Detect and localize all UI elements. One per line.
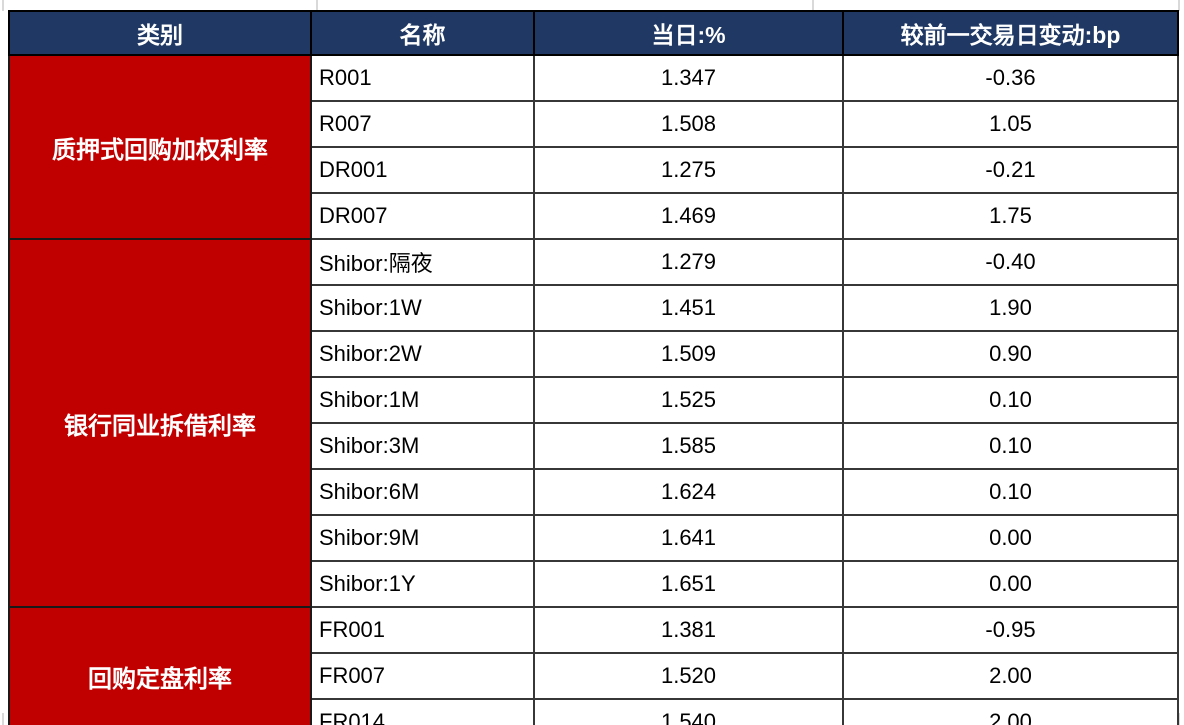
cell-today: 1.381 bbox=[533, 606, 844, 654]
table-row: Shibor:6M 1.624 0.10 bbox=[9, 468, 1179, 516]
cell-change: 0.10 bbox=[842, 376, 1179, 424]
cell-change: 0.00 bbox=[842, 560, 1179, 608]
cell-name: Shibor:3M bbox=[310, 422, 535, 470]
table-row: Shibor:1Y 1.651 0.00 bbox=[9, 560, 1179, 608]
gridline bbox=[812, 0, 814, 11]
cell-name: Shibor:1Y bbox=[310, 560, 535, 608]
table-row: Shibor:1M 1.525 0.10 bbox=[9, 376, 1179, 424]
cell-name: Shibor:2W bbox=[310, 330, 535, 378]
cell-name: FR007 bbox=[310, 652, 535, 700]
cell-change: 0.10 bbox=[842, 468, 1179, 516]
cell-change: -0.40 bbox=[842, 238, 1179, 286]
cell-today: 1.275 bbox=[533, 146, 844, 194]
gridline bbox=[316, 0, 318, 11]
cell-name: Shibor:隔夜 bbox=[310, 238, 535, 286]
header-name: 名称 bbox=[310, 10, 535, 56]
header-today-pct: 当日:% bbox=[533, 10, 844, 56]
table-row: FR007 1.520 2.00 bbox=[9, 652, 1179, 700]
gridline bbox=[1178, 713, 1180, 725]
cell-name: Shibor:1M bbox=[310, 376, 535, 424]
cell-today: 1.279 bbox=[533, 238, 844, 286]
cell-change: 1.05 bbox=[842, 100, 1179, 148]
cell-name: R007 bbox=[310, 100, 535, 148]
cell-change: -0.95 bbox=[842, 606, 1179, 654]
table-row: R007 1.508 1.05 bbox=[9, 100, 1179, 148]
table-row: Shibor:9M 1.641 0.00 bbox=[9, 514, 1179, 562]
cell-today: 1.651 bbox=[533, 560, 844, 608]
cell-today: 1.451 bbox=[533, 284, 844, 332]
category-cell-repo-fixing: 回购定盘利率 bbox=[8, 606, 312, 725]
gridline bbox=[2, 713, 4, 725]
header-category: 类别 bbox=[8, 10, 312, 56]
cell-change: 1.90 bbox=[842, 284, 1179, 332]
table-row: 回购定盘利率 FR001 1.381 -0.95 bbox=[8, 606, 1179, 725]
gridline bbox=[2, 0, 4, 11]
table-row: FR014 1.540 2.00 bbox=[9, 698, 1179, 725]
rates-table: 类别 名称 当日:% 较前一交易日变动:bp 质押式回购加权利率 R001 1.… bbox=[8, 10, 1179, 725]
table-row: 质押式回购加权利率 R001 1.347 -0.36 bbox=[8, 54, 1179, 240]
cell-name: FR014 bbox=[310, 698, 535, 725]
cell-name: Shibor:9M bbox=[310, 514, 535, 562]
table-row: DR001 1.275 -0.21 bbox=[9, 146, 1179, 194]
cell-name: Shibor:6M bbox=[310, 468, 535, 516]
cell-change: 0.90 bbox=[842, 330, 1179, 378]
cell-change: 0.00 bbox=[842, 514, 1179, 562]
cell-name: R001 bbox=[310, 54, 535, 102]
cell-today: 1.347 bbox=[533, 54, 844, 102]
cell-today: 1.585 bbox=[533, 422, 844, 470]
cell-change: 2.00 bbox=[842, 698, 1179, 725]
cell-today: 1.520 bbox=[533, 652, 844, 700]
cell-today: 1.540 bbox=[533, 698, 844, 725]
cell-change: -0.36 bbox=[842, 54, 1179, 102]
table-row: DR007 1.469 1.75 bbox=[9, 192, 1179, 240]
cell-name: DR007 bbox=[310, 192, 535, 240]
table-row: 银行同业拆借利率 Shibor:隔夜 1.279 -0.40 bbox=[8, 238, 1179, 608]
cell-change: -0.21 bbox=[842, 146, 1179, 194]
header-change-bp: 较前一交易日变动:bp bbox=[842, 10, 1179, 56]
cell-name: Shibor:1W bbox=[310, 284, 535, 332]
cell-today: 1.624 bbox=[533, 468, 844, 516]
cell-change: 2.00 bbox=[842, 652, 1179, 700]
category-cell-pledged-repo: 质押式回购加权利率 bbox=[8, 54, 312, 240]
category-cell-interbank-lending: 银行同业拆借利率 bbox=[8, 238, 312, 608]
cell-name: FR001 bbox=[310, 606, 535, 654]
header-row: 类别 名称 当日:% 较前一交易日变动:bp bbox=[8, 10, 1179, 56]
cell-today: 1.525 bbox=[533, 376, 844, 424]
cell-today: 1.641 bbox=[533, 514, 844, 562]
cell-today: 1.469 bbox=[533, 192, 844, 240]
table-row: Shibor:2W 1.509 0.90 bbox=[9, 330, 1179, 378]
cell-name: DR001 bbox=[310, 146, 535, 194]
cell-today: 1.509 bbox=[533, 330, 844, 378]
cell-change: 1.75 bbox=[842, 192, 1179, 240]
gridline bbox=[1178, 0, 1180, 11]
table-row: Shibor:3M 1.585 0.10 bbox=[9, 422, 1179, 470]
cell-change: 0.10 bbox=[842, 422, 1179, 470]
table-row: Shibor:1W 1.451 1.90 bbox=[9, 284, 1179, 332]
cell-today: 1.508 bbox=[533, 100, 844, 148]
